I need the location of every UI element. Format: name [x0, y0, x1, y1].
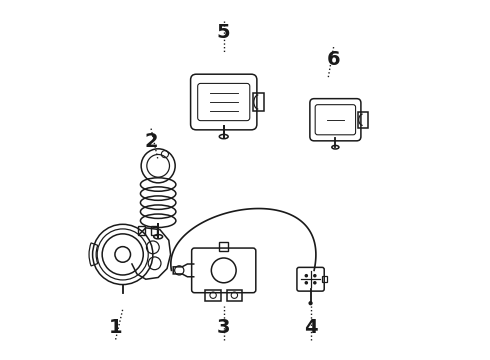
Bar	[226, 290, 242, 301]
Bar	[138, 226, 146, 235]
Text: 2: 2	[144, 131, 158, 150]
Text: 6: 6	[327, 50, 341, 69]
Circle shape	[313, 281, 317, 284]
Text: 3: 3	[217, 318, 230, 337]
Text: 1: 1	[109, 318, 122, 337]
Bar	[205, 290, 221, 301]
Circle shape	[305, 274, 308, 278]
Circle shape	[305, 281, 308, 284]
Bar	[151, 226, 157, 235]
Text: 4: 4	[304, 318, 318, 337]
Text: 5: 5	[217, 23, 231, 42]
Bar	[322, 276, 327, 282]
Bar	[219, 242, 228, 251]
Circle shape	[313, 274, 317, 278]
Circle shape	[308, 301, 313, 305]
